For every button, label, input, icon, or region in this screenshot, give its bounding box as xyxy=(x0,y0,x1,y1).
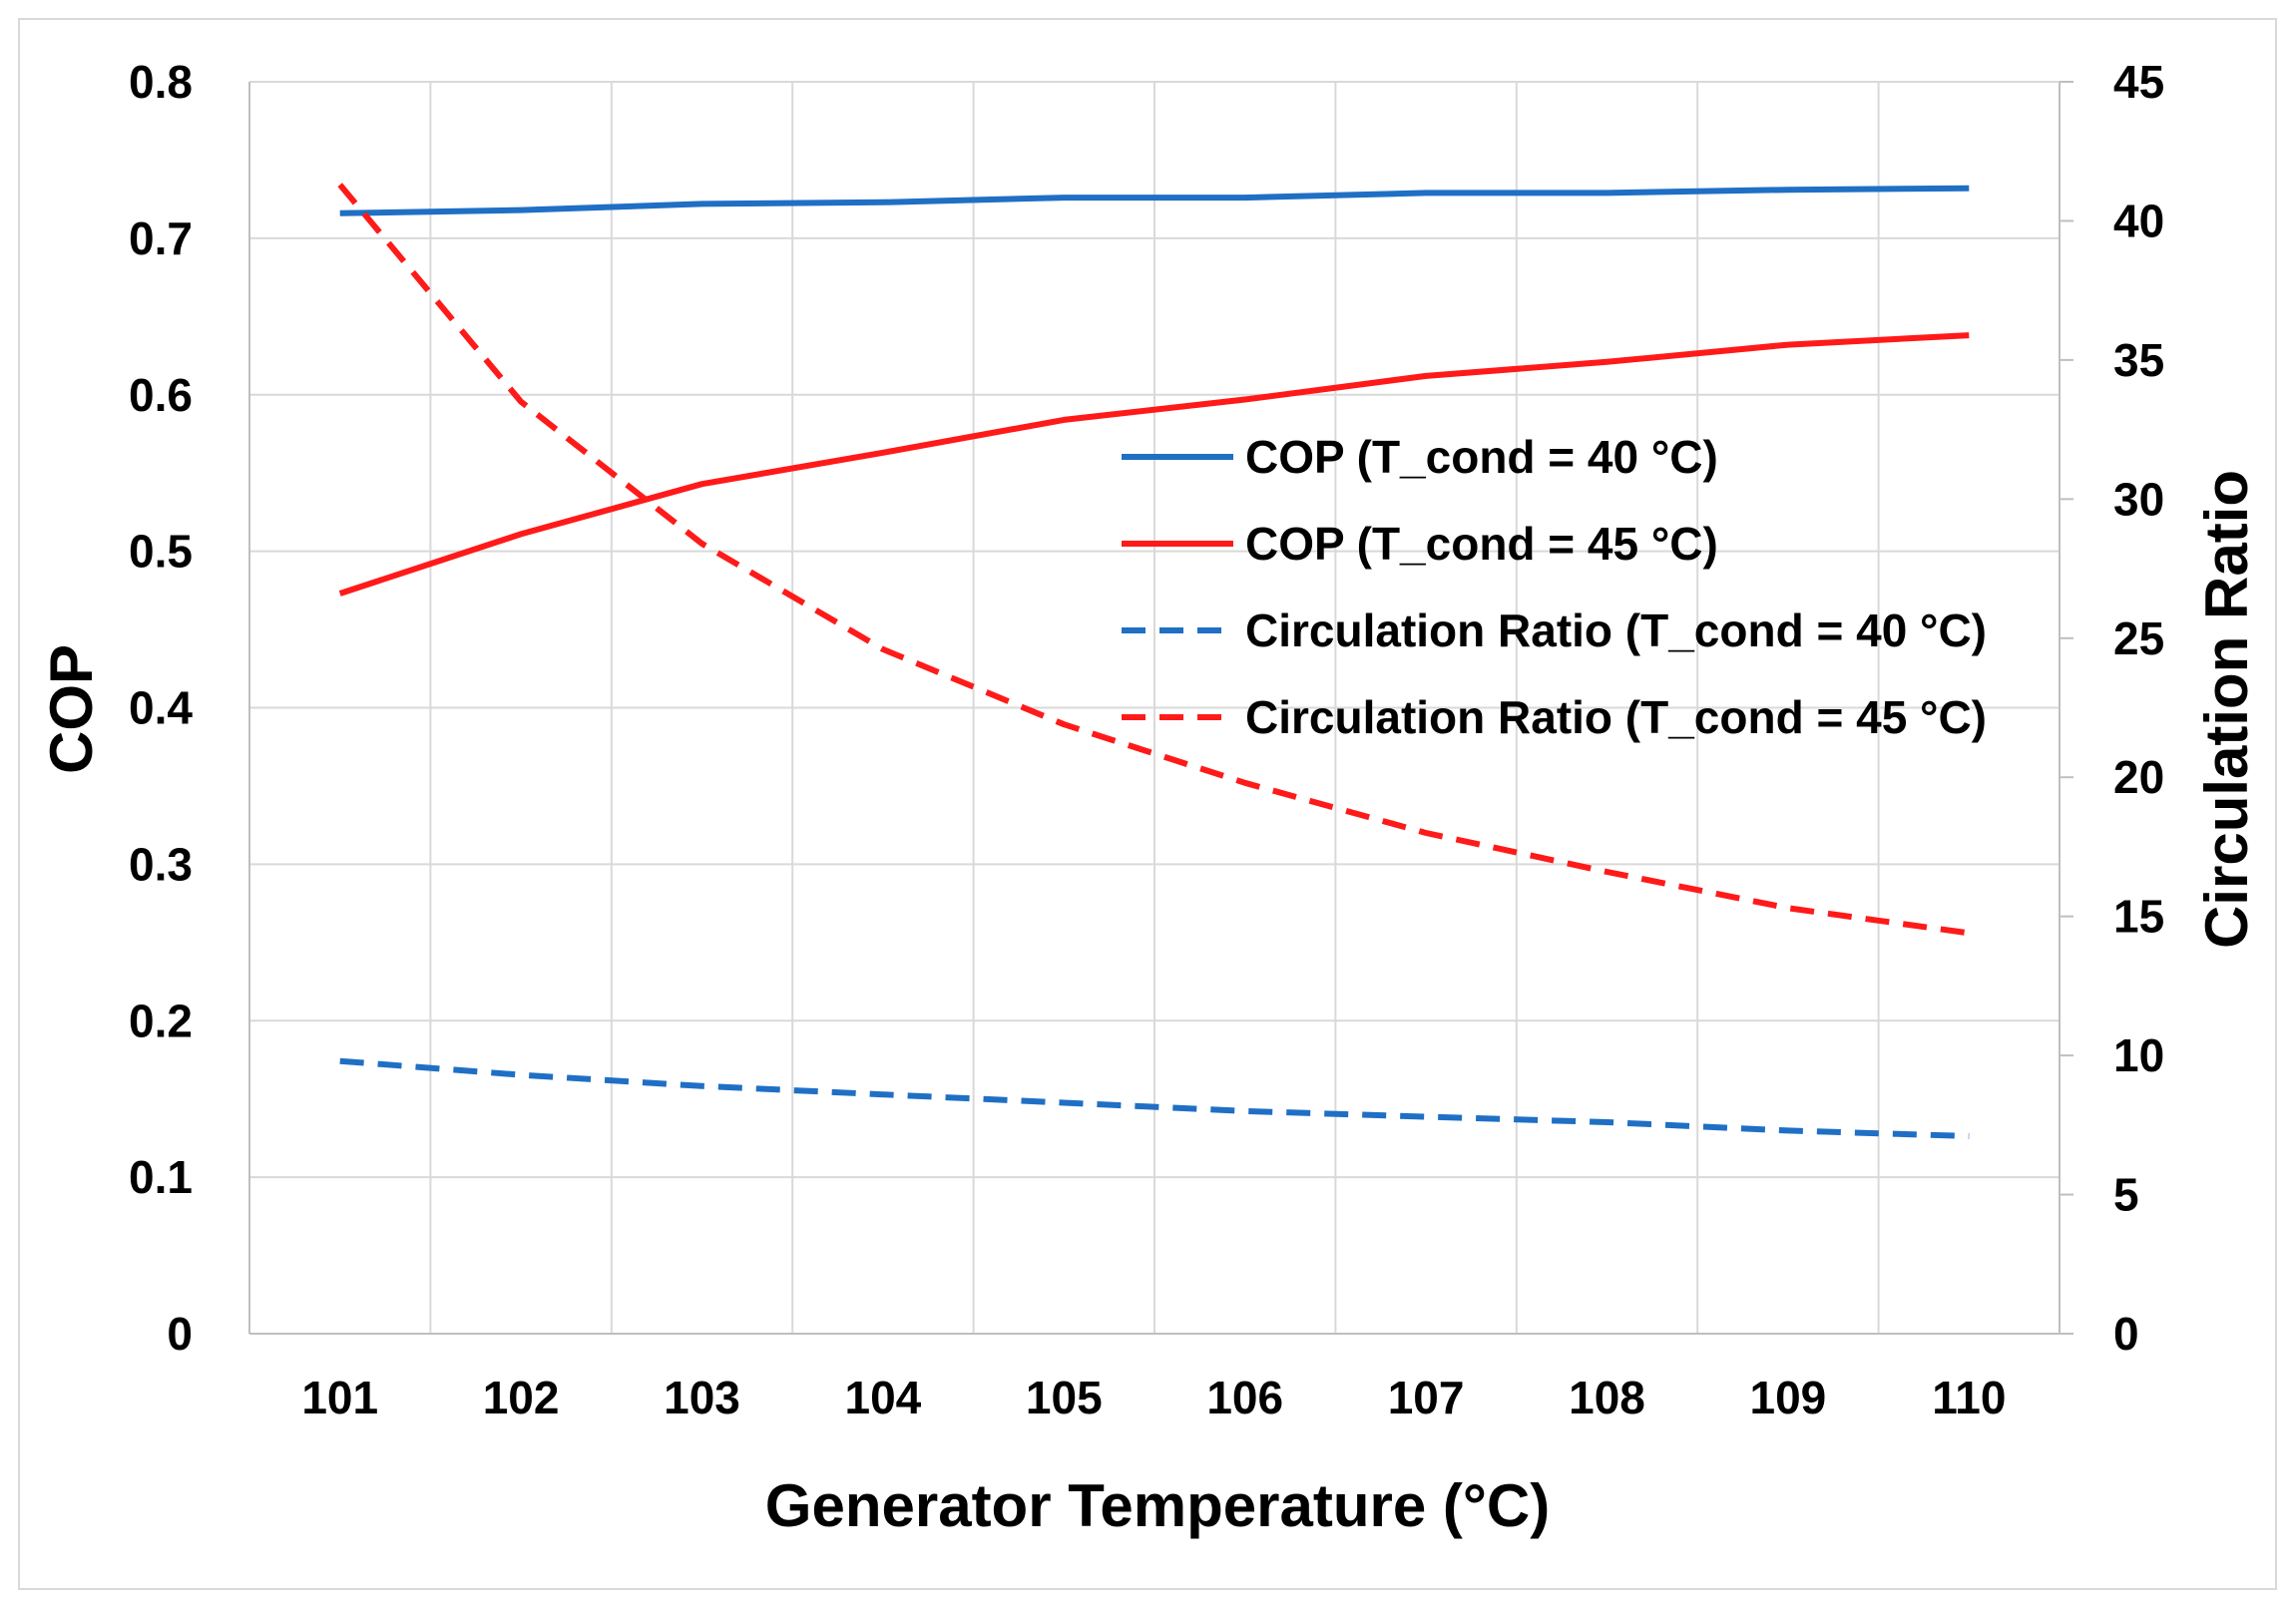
y2-tick-label: 0 xyxy=(2113,1308,2139,1360)
y-tick-label: 0.3 xyxy=(129,838,193,890)
series-line-3 xyxy=(339,1057,1970,1139)
x-tick-label: 102 xyxy=(483,1372,560,1423)
y-tick-label: 0.2 xyxy=(129,995,193,1046)
y2-tick-label: 5 xyxy=(2113,1169,2139,1221)
x-tick-label: 109 xyxy=(1750,1372,1827,1423)
legend-label-4: Circulation Ratio (T_cond = 45 °C) xyxy=(1245,691,1987,743)
y2-tick-label: 40 xyxy=(2113,195,2164,246)
x-tick-label: 106 xyxy=(1206,1372,1283,1423)
axes xyxy=(248,81,2073,1335)
y2-tick-label: 15 xyxy=(2113,891,2164,943)
y-tick-label: 0 xyxy=(167,1308,193,1360)
series-lines xyxy=(337,183,1970,1139)
y2-tick-label: 30 xyxy=(2113,473,2164,525)
y-tick-label: 0.1 xyxy=(129,1151,193,1203)
y-tick-label: 0.8 xyxy=(129,56,193,108)
legend: COP (T_cond = 40 °C) COP (T_cond = 45 °C)… xyxy=(1122,431,1987,743)
y2-tick-label: 35 xyxy=(2113,334,2164,386)
y-axis-title: COP xyxy=(38,644,105,774)
y2-axis-title: Circulation Ratio xyxy=(2193,470,2260,949)
legend-label-1: COP (T_cond = 40 °C) xyxy=(1245,431,1718,483)
x-tick-label: 110 xyxy=(1932,1372,2006,1423)
y-tick-label: 0.4 xyxy=(129,682,193,734)
x-axis-title: Generator Temperature (°C) xyxy=(765,1472,1550,1539)
series-line-2 xyxy=(338,332,1970,597)
gridlines xyxy=(249,81,2060,1334)
y2-tick-label: 45 xyxy=(2113,56,2164,108)
chart-frame xyxy=(18,18,2277,1590)
y-tick-label: 0.5 xyxy=(129,526,193,578)
series-line-4 xyxy=(337,183,1970,937)
y2-tick-label: 10 xyxy=(2113,1029,2164,1081)
y2-tick-label: 20 xyxy=(2113,751,2164,803)
series-line-1 xyxy=(339,185,1970,216)
x-tick-label: 101 xyxy=(301,1372,378,1423)
y-tick-label: 0.6 xyxy=(129,369,193,421)
tick-labels: 0 0.1 0.2 0.3 0.4 0.5 0.6 0.7 0.8 0 5 10 15 20 25 30 35 4… xyxy=(129,56,2164,1423)
y-tick-label: 0.7 xyxy=(129,212,193,264)
legend-label-2: COP (T_cond = 45 °C) xyxy=(1245,518,1718,570)
x-tick-label: 108 xyxy=(1569,1372,1645,1423)
x-tick-label: 104 xyxy=(845,1372,922,1423)
legend-label-3: Circulation Ratio (T_cond = 40 °C) xyxy=(1245,604,1987,656)
x-tick-label: 107 xyxy=(1388,1372,1465,1423)
x-tick-label: 105 xyxy=(1026,1372,1103,1423)
y2-tick-label: 25 xyxy=(2113,612,2164,664)
x-tick-label: 103 xyxy=(664,1372,740,1423)
